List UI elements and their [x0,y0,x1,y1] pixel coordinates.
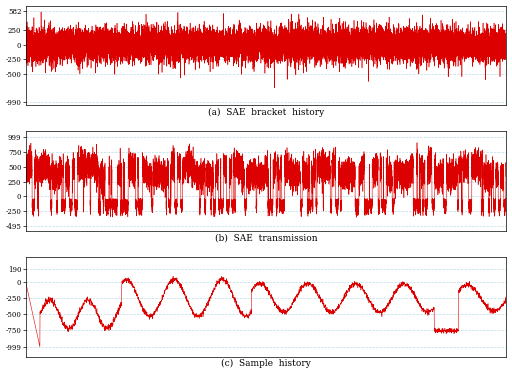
X-axis label: (b)  SAE  transmission: (b) SAE transmission [215,234,317,243]
X-axis label: (a)  SAE  bracket  history: (a) SAE bracket history [208,108,324,117]
X-axis label: (c)  Sample  history: (c) Sample history [221,359,311,368]
